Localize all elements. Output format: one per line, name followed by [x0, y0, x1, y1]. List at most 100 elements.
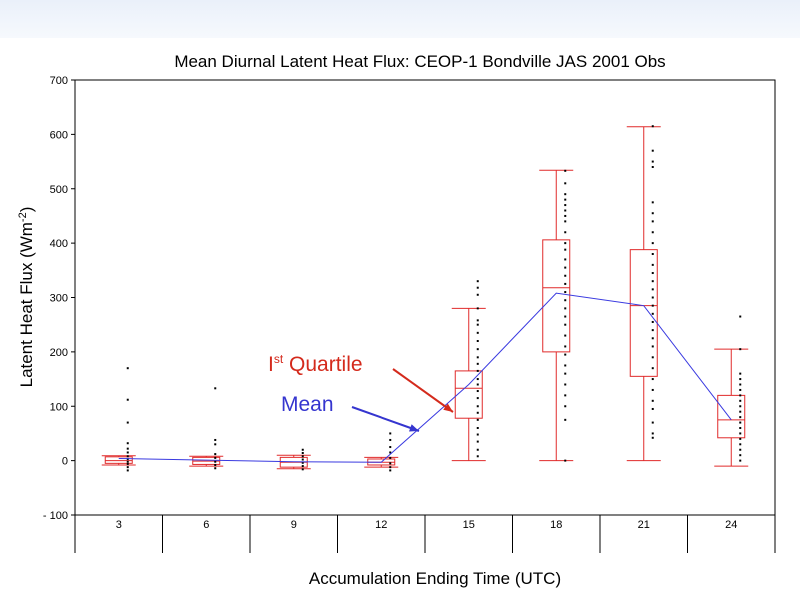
observation-point — [564, 418, 567, 421]
observation-point — [389, 469, 392, 472]
observation-point — [651, 160, 654, 163]
observation-point — [126, 447, 129, 450]
observation-point — [476, 427, 479, 429]
y-tick-label: 400 — [50, 238, 68, 250]
observation-point — [126, 421, 129, 424]
box-iqr — [104, 456, 133, 464]
observation-point — [739, 405, 742, 408]
observation-point — [564, 242, 567, 245]
y-tick-label: 600 — [50, 129, 68, 141]
observation-point — [476, 390, 479, 393]
observation-point — [564, 364, 567, 367]
observation-point — [564, 204, 567, 207]
observation-point — [739, 416, 742, 419]
observation-point — [476, 293, 479, 296]
x-tick-label: 15 — [463, 519, 475, 531]
observation-point — [564, 299, 567, 302]
observation-point — [126, 455, 129, 458]
observation-point — [651, 201, 654, 204]
observation-point — [739, 421, 742, 424]
observation-point — [476, 448, 479, 451]
observation-point — [476, 378, 479, 381]
mean-line — [118, 292, 732, 463]
observation-point — [651, 272, 654, 275]
observation-point — [651, 378, 654, 381]
observation-point — [476, 455, 479, 458]
box-iqr — [629, 249, 658, 377]
x-tick-label: 3 — [116, 519, 122, 531]
observation-point — [739, 459, 742, 462]
observation-point — [651, 388, 654, 391]
observation-point — [564, 405, 567, 408]
box-iqr — [717, 394, 746, 439]
observation-point — [564, 182, 567, 185]
observation-point — [476, 331, 479, 334]
observation-point — [476, 440, 479, 443]
y-tick-label: 200 — [50, 347, 68, 359]
observation-point — [564, 394, 567, 397]
observation-point — [301, 461, 304, 464]
observation-point — [476, 340, 479, 342]
y-axis-title-close: ) — [17, 207, 36, 213]
first-quartile-annotation-rest: Quartile — [283, 353, 362, 376]
observation-point — [651, 166, 654, 168]
observation-point — [476, 418, 479, 421]
observation-point — [651, 220, 654, 223]
observation-point — [476, 319, 479, 322]
observation-point — [214, 467, 217, 470]
observation-point — [476, 369, 479, 372]
observation-point — [389, 456, 392, 459]
observation-point — [214, 460, 217, 463]
y-tick-label: 100 — [50, 401, 68, 413]
observation-point — [739, 383, 742, 386]
observation-point — [389, 466, 392, 469]
observation-point — [564, 248, 567, 251]
observation-point — [564, 258, 567, 261]
observation-point — [651, 304, 654, 307]
observation-point — [651, 407, 654, 410]
chart-title: Mean Diurnal Latent Heat Flux: CEOP-1 Bo… — [174, 52, 665, 71]
observation-point — [739, 432, 742, 435]
observation-point — [126, 398, 129, 401]
observation-point — [301, 458, 304, 461]
y-axis-title-main: Latent Heat Flux (Wm — [17, 222, 36, 387]
observation-point — [651, 125, 654, 128]
observation-point — [389, 432, 392, 435]
observation-point — [564, 209, 567, 212]
observation-point — [564, 266, 567, 269]
observation-point — [389, 462, 392, 465]
observation-point — [651, 253, 654, 255]
observation-point — [739, 388, 742, 391]
observation-point — [739, 399, 742, 402]
observation-point — [651, 337, 654, 340]
observation-point — [564, 323, 567, 326]
observation-point — [214, 453, 217, 456]
observation-point — [301, 452, 304, 455]
observation-point — [564, 353, 567, 356]
box-iqr — [454, 370, 483, 419]
observation-point — [564, 459, 567, 462]
observation-point — [476, 348, 479, 351]
observation-point — [476, 362, 479, 365]
observation-point — [651, 345, 654, 348]
mean-arrow-shaft — [351, 406, 420, 432]
observation-point — [301, 468, 304, 471]
observation-point — [651, 280, 654, 283]
x-tick-label: 21 — [638, 519, 650, 531]
observation-point — [651, 367, 654, 370]
x-axis-title: Accumulation Ending Time (UTC) — [309, 569, 561, 588]
observation-point — [564, 214, 567, 217]
observation-point — [651, 432, 654, 435]
observation-point — [564, 274, 567, 277]
observation-point — [214, 456, 217, 459]
observation-point — [564, 169, 567, 172]
observation-point — [126, 469, 129, 472]
observation-point — [564, 231, 567, 234]
plot-frame — [74, 79, 776, 516]
mean-arrow-head — [409, 424, 419, 432]
observation-point — [476, 280, 479, 283]
plot-area: - 100 0 100 200 300 400 500 600 700 3 6 9 12 15 18 21 24 — [43, 75, 776, 553]
x-tick-label: 6 — [203, 519, 209, 531]
observation-point — [564, 198, 567, 201]
observation-point — [126, 442, 129, 445]
